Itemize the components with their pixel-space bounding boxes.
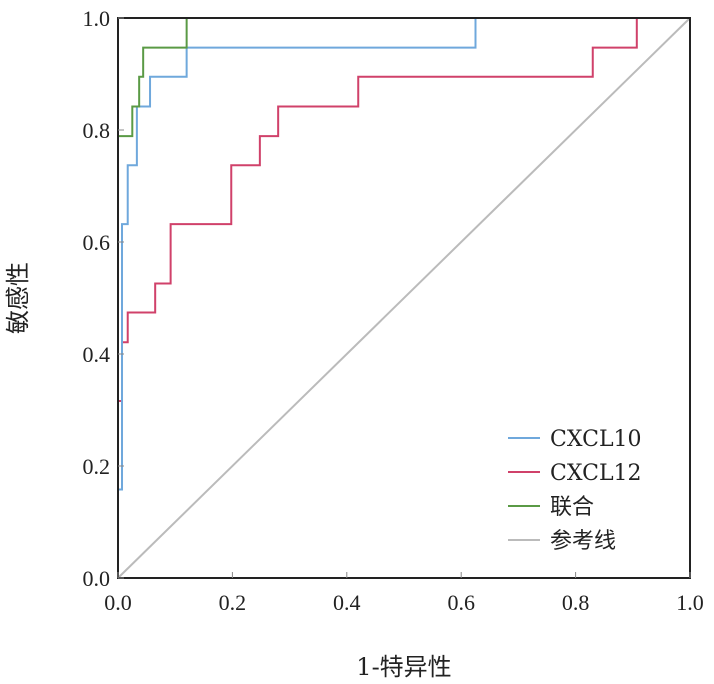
legend-item: 联合	[508, 495, 594, 520]
roc-curve-cxcl12	[118, 17, 690, 403]
legend-item: 参考线	[508, 529, 616, 554]
y-tick-label: 1.0	[83, 6, 111, 31]
y-tick-label: 0.0	[83, 566, 111, 591]
plot-frame	[117, 17, 691, 579]
x-tick-label: 0.6	[447, 590, 475, 615]
y-tick-label: 0.6	[83, 230, 111, 255]
roc-curve-cxcl10	[118, 17, 690, 491]
y-tick-label: 0.4	[83, 342, 111, 367]
roc-curve-联合	[118, 17, 690, 138]
x-axis-label: 1-特异性	[356, 653, 451, 681]
y-tick-label: 0.8	[83, 118, 111, 143]
legend-label: 参考线	[550, 529, 616, 554]
x-tick-label: 0.8	[562, 590, 590, 615]
x-tick-label: 0.2	[219, 590, 247, 615]
legend-label: 联合	[550, 495, 594, 520]
y-axis-label: 敏感性	[4, 262, 32, 334]
legend-item: CXCL12	[508, 461, 642, 486]
roc-curve-reference	[117, 17, 691, 579]
x-tick-label: 0.4	[333, 590, 361, 615]
legend-label: CXCL12	[550, 461, 642, 486]
legend-item: CXCL10	[508, 427, 642, 452]
legend-label: CXCL10	[550, 427, 642, 452]
x-tick-label: 0.0	[104, 590, 132, 615]
y-tick-label: 0.2	[83, 454, 111, 479]
x-tick-label: 1.0	[676, 590, 704, 615]
